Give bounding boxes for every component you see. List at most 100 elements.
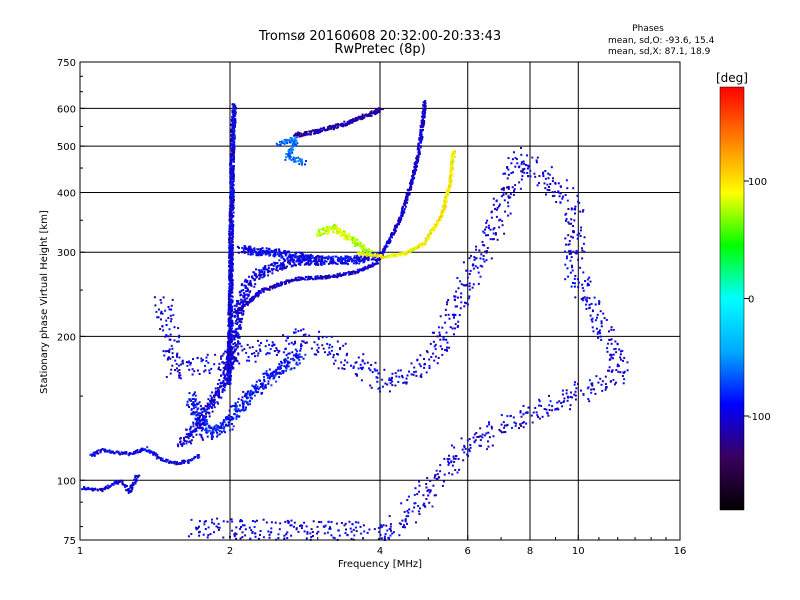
data-point bbox=[179, 437, 182, 440]
data-point bbox=[232, 154, 235, 157]
data-point bbox=[185, 433, 188, 436]
data-point bbox=[205, 405, 208, 408]
data-point bbox=[432, 352, 435, 355]
data-point bbox=[318, 232, 321, 235]
data-point bbox=[231, 139, 234, 142]
data-point bbox=[131, 486, 134, 489]
data-point bbox=[418, 149, 421, 152]
data-point bbox=[230, 182, 233, 185]
data-point bbox=[343, 233, 346, 235]
data-point bbox=[344, 260, 347, 263]
data-point bbox=[243, 247, 246, 250]
data-point bbox=[378, 110, 381, 113]
data-point bbox=[231, 361, 234, 364]
data-point bbox=[198, 419, 201, 422]
data-point bbox=[231, 252, 234, 255]
data-point bbox=[296, 256, 299, 259]
data-point bbox=[228, 287, 231, 290]
data-point bbox=[450, 179, 453, 182]
data-point bbox=[344, 234, 347, 237]
data-point bbox=[357, 115, 360, 118]
data-point bbox=[367, 258, 370, 261]
data-point bbox=[382, 256, 385, 259]
data-point bbox=[232, 346, 235, 349]
data-point bbox=[428, 232, 431, 235]
data-point bbox=[451, 150, 454, 153]
data-point bbox=[228, 349, 231, 352]
data-point bbox=[517, 166, 520, 169]
data-point bbox=[567, 234, 570, 237]
data-point bbox=[493, 227, 496, 229]
data-point bbox=[265, 353, 268, 356]
data-point bbox=[202, 410, 205, 413]
data-point bbox=[291, 143, 294, 146]
data-point bbox=[227, 372, 230, 375]
data-point bbox=[202, 422, 205, 425]
data-point bbox=[298, 163, 301, 165]
data-point bbox=[230, 134, 233, 136]
data-point bbox=[409, 188, 412, 191]
data-point bbox=[335, 227, 337, 230]
data-point bbox=[440, 218, 443, 221]
data-point bbox=[210, 426, 213, 429]
data-point bbox=[327, 232, 330, 235]
data-point bbox=[194, 430, 196, 433]
data-point bbox=[595, 375, 598, 378]
data-point bbox=[344, 359, 346, 362]
data-point bbox=[416, 358, 419, 361]
data-point bbox=[191, 413, 194, 416]
data-point bbox=[404, 205, 407, 208]
data-point bbox=[573, 383, 576, 386]
data-point bbox=[598, 302, 601, 305]
data-point bbox=[240, 345, 243, 348]
data-point bbox=[268, 288, 271, 291]
data-point bbox=[502, 172, 505, 175]
data-point bbox=[355, 117, 358, 120]
data-point bbox=[330, 349, 333, 352]
data-point bbox=[200, 423, 203, 426]
data-point bbox=[266, 352, 269, 354]
data-point bbox=[127, 454, 130, 456]
data-point bbox=[422, 123, 425, 126]
data-point bbox=[570, 218, 573, 221]
data-point bbox=[231, 120, 233, 122]
data-point bbox=[229, 170, 232, 173]
data-point bbox=[256, 252, 259, 254]
data-point bbox=[300, 278, 303, 281]
data-point bbox=[263, 378, 266, 381]
data-point bbox=[380, 256, 383, 259]
data-point bbox=[108, 485, 111, 488]
data-point bbox=[231, 287, 234, 289]
data-point bbox=[583, 296, 586, 299]
data-point bbox=[623, 356, 626, 359]
data-point bbox=[228, 240, 231, 243]
data-point bbox=[507, 186, 510, 189]
data-point bbox=[231, 291, 233, 294]
data-point bbox=[293, 145, 296, 147]
data-point bbox=[389, 238, 391, 241]
data-point bbox=[414, 247, 417, 250]
data-point bbox=[409, 251, 412, 254]
data-point bbox=[352, 119, 355, 122]
data-point bbox=[232, 355, 234, 358]
data-point bbox=[450, 183, 453, 186]
data-point bbox=[227, 309, 230, 312]
data-point bbox=[413, 169, 416, 172]
data-point bbox=[583, 250, 586, 253]
data-point bbox=[170, 317, 173, 320]
data-point bbox=[133, 478, 136, 481]
data-point bbox=[99, 489, 102, 492]
data-point bbox=[284, 347, 287, 350]
data-point bbox=[479, 275, 482, 278]
data-point bbox=[267, 274, 270, 277]
data-point bbox=[506, 177, 509, 180]
data-point bbox=[304, 333, 307, 336]
data-point bbox=[570, 264, 573, 267]
data-point bbox=[203, 408, 206, 411]
data-point bbox=[173, 326, 176, 329]
data-point bbox=[195, 414, 198, 417]
data-point bbox=[408, 182, 411, 185]
data-point bbox=[229, 227, 232, 230]
data-point bbox=[361, 246, 364, 249]
data-point bbox=[218, 391, 221, 394]
